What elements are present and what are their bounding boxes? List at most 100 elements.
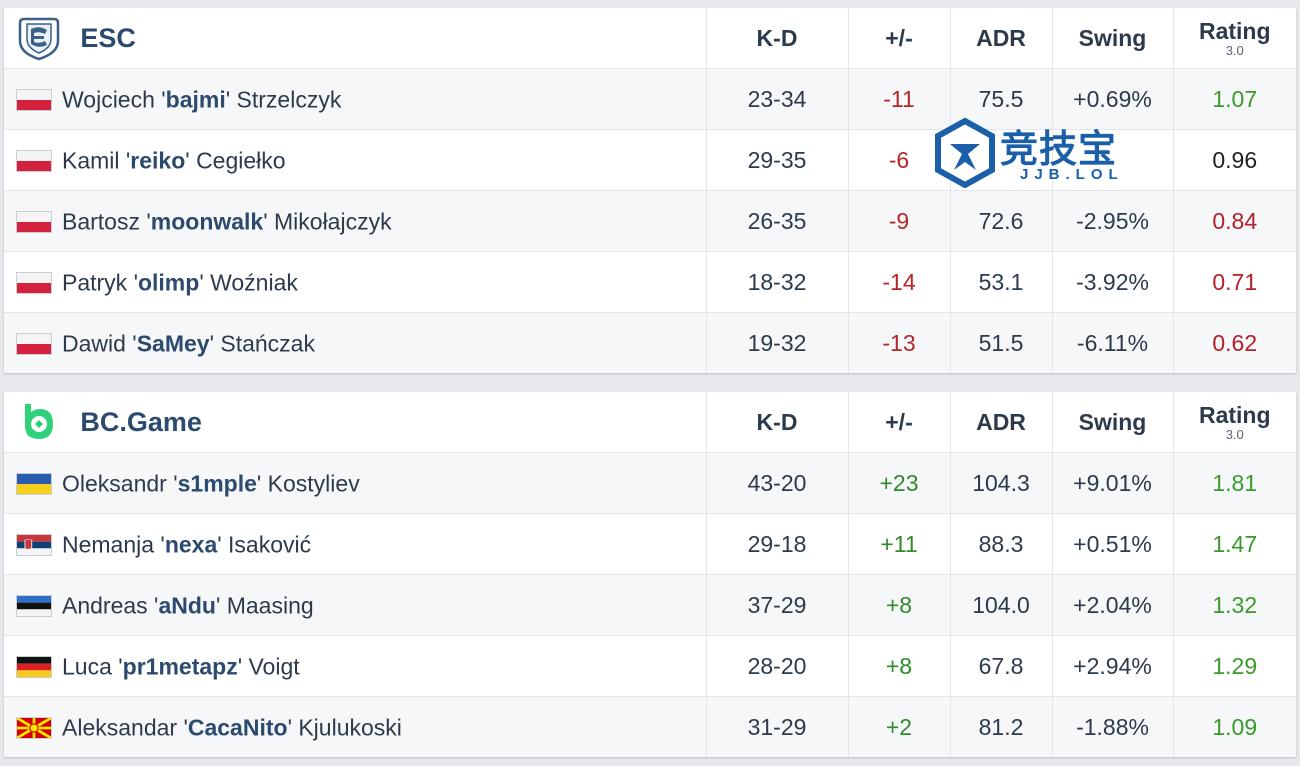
column-header-swing[interactable]: Swing — [1052, 392, 1174, 453]
swing-value: +2.04% — [1052, 574, 1174, 636]
rating-value: 0.84 — [1173, 190, 1296, 252]
swing-value: -6.11% — [1052, 312, 1174, 373]
player-nickname: CacaNito — [187, 714, 288, 741]
swing-value: +0.69% — [1052, 68, 1174, 130]
player-row: Patryk 'olimp' Woźniak 18-32 -14 53.1 -3… — [4, 251, 1296, 313]
north-macedonia-flag-icon — [16, 716, 52, 739]
rating-version: 3.0 — [1225, 42, 1244, 58]
serbia-flag-icon — [16, 533, 52, 556]
germany-flag-icon — [16, 655, 52, 678]
plus-minus-value: +23 — [848, 452, 951, 514]
column-header-swing[interactable]: Swing — [1052, 8, 1174, 69]
plus-minus-value: +8 — [848, 574, 951, 636]
plus-minus-value: -11 — [848, 68, 951, 130]
adr-value: 88.3 — [950, 513, 1053, 575]
team-name: BC.Game — [80, 406, 202, 437]
player-name: Bartosz 'moonwalk' Mikołajczyk — [62, 208, 392, 235]
swing-value: -3.92% — [1052, 251, 1174, 313]
player-name: Aleksandar 'CacaNito' Kjulukoski — [62, 714, 402, 741]
kd-value: 28-20 — [706, 635, 849, 697]
poland-flag-icon — [16, 210, 52, 233]
poland-flag-icon — [16, 149, 52, 172]
ukraine-flag-icon — [16, 472, 52, 495]
swing-value: +9.01% — [1052, 452, 1174, 514]
kd-value: 18-32 — [706, 251, 849, 313]
column-header-kd[interactable]: K-D — [706, 8, 849, 69]
player-nickname: bajmi — [165, 86, 226, 113]
column-header-plus-minus[interactable]: +/- — [848, 8, 951, 69]
plus-minus-value: +11 — [848, 513, 951, 575]
team-header[interactable]: ESC — [4, 8, 707, 69]
column-header-adr[interactable]: ADR — [950, 8, 1053, 69]
swing-value: -2.95% — [1052, 190, 1174, 252]
player-name-cell[interactable]: Wojciech 'bajmi' Strzelczyk — [4, 68, 707, 130]
poland-flag-icon — [16, 332, 52, 355]
player-nickname: s1mple — [177, 470, 257, 497]
adr-value: 53.1 — [950, 251, 1053, 313]
kd-value: 19-32 — [706, 312, 849, 373]
column-header-rating[interactable]: Rating 3.0 — [1173, 392, 1296, 453]
column-header-kd[interactable]: K-D — [706, 392, 849, 453]
rating-value: 1.47 — [1173, 513, 1296, 575]
player-name: Dawid 'SaMey' Stańczak — [62, 330, 315, 357]
player-row: Oleksandr 's1mple' Kostyliev 43-20 +23 1… — [4, 452, 1296, 514]
player-name-cell[interactable]: Aleksandar 'CacaNito' Kjulukoski — [4, 696, 707, 757]
plus-minus-value: -6 — [848, 129, 951, 191]
column-header-plus-minus[interactable]: +/- — [848, 392, 951, 453]
table-header-row: ESC K-D +/- ADR Swing Rating 3.0 — [4, 8, 1296, 69]
player-row: Luca 'pr1metapz' Voigt 28-20 +8 67.8 +2.… — [4, 635, 1296, 697]
player-name-cell[interactable]: Patryk 'olimp' Woźniak — [4, 251, 707, 313]
team-stats-table-bcgame: BC.Game K-D +/- ADR Swing Rating 3.0 Ole… — [4, 392, 1296, 757]
kd-value: 23-34 — [706, 68, 849, 130]
rating-value: 1.29 — [1173, 635, 1296, 697]
rating-value: 1.32 — [1173, 574, 1296, 636]
poland-flag-icon — [16, 88, 52, 111]
player-name-cell[interactable]: Oleksandr 's1mple' Kostyliev — [4, 452, 707, 514]
plus-minus-value: -9 — [848, 190, 951, 252]
kd-value: 37-29 — [706, 574, 849, 636]
player-name-cell[interactable]: Luca 'pr1metapz' Voigt — [4, 635, 707, 697]
adr-value — [950, 129, 1053, 191]
player-name-cell[interactable]: Bartosz 'moonwalk' Mikołajczyk — [4, 190, 707, 252]
poland-flag-icon — [16, 271, 52, 294]
player-name: Oleksandr 's1mple' Kostyliev — [62, 470, 360, 497]
rating-value: 0.62 — [1173, 312, 1296, 373]
plus-minus-value: +8 — [848, 635, 951, 697]
player-name: Wojciech 'bajmi' Strzelczyk — [62, 86, 342, 113]
team-header[interactable]: BC.Game — [4, 392, 707, 453]
player-name-cell[interactable]: Dawid 'SaMey' Stańczak — [4, 312, 707, 373]
swing-value: -1.88% — [1052, 696, 1174, 757]
player-name-cell[interactable]: Andreas 'aNdu' Maasing — [4, 574, 707, 636]
kd-value: 26-35 — [706, 190, 849, 252]
player-row: Nemanja 'nexa' Isaković 29-18 +11 88.3 +… — [4, 513, 1296, 575]
player-name: Andreas 'aNdu' Maasing — [62, 592, 314, 619]
player-row: Wojciech 'bajmi' Strzelczyk 23-34 -11 75… — [4, 68, 1296, 130]
player-name: Nemanja 'nexa' Isaković — [62, 531, 312, 558]
rating-value: 1.09 — [1173, 696, 1296, 757]
player-name: Luca 'pr1metapz' Voigt — [62, 653, 300, 680]
player-nickname: SaMey — [136, 330, 210, 357]
player-nickname: aNdu — [158, 592, 216, 619]
player-row: Aleksandar 'CacaNito' Kjulukoski 31-29 +… — [4, 696, 1296, 757]
estonia-flag-icon — [16, 594, 52, 617]
rating-label: Rating — [1198, 17, 1271, 44]
swing-value: +2.94% — [1052, 635, 1174, 697]
player-name: Kamil 'reiko' Cegiełko — [62, 147, 286, 174]
player-nickname: reiko — [130, 147, 186, 174]
player-name-cell[interactable]: Kamil 'reiko' Cegiełko — [4, 129, 707, 191]
player-nickname: nexa — [164, 531, 218, 558]
column-header-rating[interactable]: Rating 3.0 — [1173, 8, 1296, 69]
rating-value: 0.71 — [1173, 251, 1296, 313]
kd-value: 29-18 — [706, 513, 849, 575]
player-name: Patryk 'olimp' Woźniak — [62, 269, 298, 296]
plus-minus-value: -13 — [848, 312, 951, 373]
plus-minus-value: -14 — [848, 251, 951, 313]
adr-value: 104.0 — [950, 574, 1053, 636]
swing-value — [1052, 129, 1174, 191]
player-nickname: pr1metapz — [122, 653, 238, 680]
column-header-adr[interactable]: ADR — [950, 392, 1053, 453]
player-name-cell[interactable]: Nemanja 'nexa' Isaković — [4, 513, 707, 575]
player-row: Dawid 'SaMey' Stańczak 19-32 -13 51.5 -6… — [4, 312, 1296, 373]
rating-value: 1.07 — [1173, 68, 1296, 130]
rating-value: 1.81 — [1173, 452, 1296, 514]
